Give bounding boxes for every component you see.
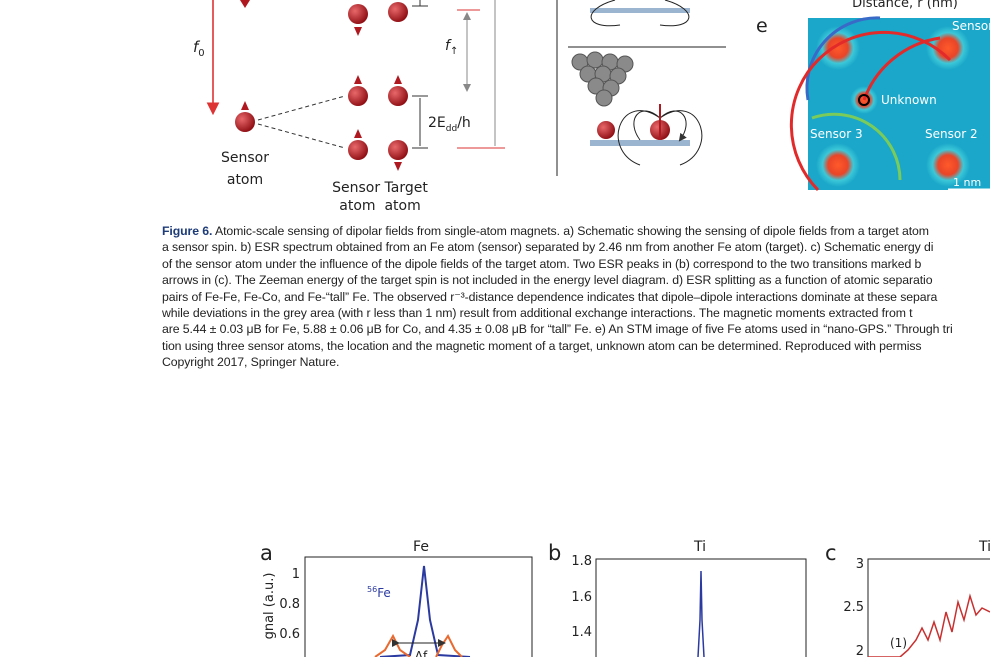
dipole-schematic <box>557 0 726 176</box>
axes <box>868 559 990 657</box>
caption-line: of the sensor atom under the influence o… <box>162 256 990 272</box>
atom-spin <box>354 129 362 138</box>
pair-label: Sensor Target <box>332 180 428 196</box>
y-tick-label: 1.4 <box>571 625 592 640</box>
caption-line: Figure 6. Atomic-scale sensing of dipola… <box>162 223 990 239</box>
caption-line: pairs of Fe-Fe, Fe-Co, and Fe-“tall” Fe.… <box>162 289 990 305</box>
delta-label: Δf <box>415 649 428 657</box>
page: Figure 6 page {"figure6": { "energy_diag… <box>0 0 990 657</box>
body: f0 2Edd/h f↑ Sensor atom <box>0 0 990 657</box>
atom <box>348 140 368 160</box>
substrate <box>590 140 690 146</box>
caption-text: Atomic-scale sensing of dipolar fields f… <box>215 224 929 238</box>
panel-title: Ti <box>978 539 990 555</box>
ti-spectrum <box>868 596 990 657</box>
caption-line: a sensor spin. b) ESR spectrum obtained … <box>162 239 990 255</box>
atom-spin <box>354 27 362 36</box>
caption-line: arrows in (c). The Zeeman energy of the … <box>162 272 990 288</box>
atom-spin <box>240 0 250 8</box>
ti-peak <box>698 571 704 657</box>
panel-a: a Fe 1 0.8 0.6 gnal (a.u.) 56Fe Δf <box>260 539 532 657</box>
atom <box>348 4 368 24</box>
y-tick-label: 1.6 <box>571 590 592 605</box>
transition-line <box>258 96 345 120</box>
panel-title: Ti <box>693 539 706 555</box>
atom <box>388 2 408 22</box>
panel-label: c <box>825 541 837 565</box>
sensor-label: Sensor 3 <box>810 127 863 141</box>
panel-label: e <box>756 15 768 37</box>
y-tick-label: 3 <box>856 557 864 572</box>
sensor-label: Sensor 2 <box>925 127 978 141</box>
y-tick-label: 0.8 <box>279 597 300 612</box>
caption-line: tion using three sensor atoms, the locat… <box>162 338 990 354</box>
y-tick-label: 1 <box>292 567 300 582</box>
panel-title: Fe <box>413 539 429 555</box>
panel-label: a <box>260 541 273 565</box>
atom-spin <box>354 75 362 84</box>
caption-lead: Figure 6. <box>162 224 212 238</box>
panel-b: b Ti 1.8 1.6 1.4 <box>548 539 806 657</box>
f0-sub: 0 <box>198 48 204 59</box>
splitting-rest: /h <box>457 115 471 131</box>
caption-line: Copyright 2017, Springer Nature. <box>162 354 990 370</box>
panel-e: e Distance, r (nm) Sensor 1 Unknown Sens… <box>756 0 990 190</box>
atom-spin <box>394 75 402 84</box>
panel-c: c Ti 3 2.5 2 (1) <box>825 539 990 657</box>
sensor-atom-label: atom <box>227 172 263 188</box>
axis-title: Distance, r (nm) <box>852 0 958 11</box>
splitting-label: 2Edd/h <box>428 115 471 134</box>
atom-spin <box>394 162 402 171</box>
y-tick-label: 1.8 <box>571 554 592 569</box>
splitting-base: 2E <box>428 115 446 131</box>
caption-line: while deviations in the grey area (with … <box>162 305 990 321</box>
sensor-label: Sensor 1 <box>952 19 990 33</box>
sensor-atom <box>597 121 615 139</box>
panel-label: b <box>548 541 561 565</box>
sensor-atom <box>235 112 255 132</box>
splitting-sub: dd <box>446 124 457 134</box>
atom <box>388 140 408 160</box>
f0-label: f0 <box>193 38 205 59</box>
sensor-atom-label: Sensor <box>221 150 269 166</box>
tip-cluster <box>572 52 633 106</box>
substrate <box>590 8 690 13</box>
pair-label: atom atom <box>339 198 420 214</box>
y-tick-label: 2 <box>856 644 864 657</box>
peak-label: (1) <box>890 636 907 650</box>
f-up-label: f↑ <box>445 38 458 57</box>
atom-spin <box>241 101 249 110</box>
isotope-element: Fe <box>377 586 391 600</box>
figure-caption: Figure 6. Atomic-scale sensing of dipola… <box>162 223 990 371</box>
atom <box>348 86 368 106</box>
atom <box>388 86 408 106</box>
isotope-label: 56Fe <box>367 585 391 600</box>
isotope-mass: 56 <box>367 585 377 594</box>
y-tick-label: 0.6 <box>279 627 300 642</box>
atom-dot <box>816 26 860 70</box>
transition-line <box>258 124 345 148</box>
atom-pairs <box>348 2 408 171</box>
unknown-label: Unknown <box>881 93 937 107</box>
f-up-sub: ↑ <box>450 46 458 57</box>
caption-line: are 5.44 ± 0.03 μB for Fe, 5.88 ± 0.06 μ… <box>162 321 990 337</box>
energy-diagram: f0 2Edd/h f↑ Sensor atom <box>193 0 505 214</box>
y-axis-title: gnal (a.u.) <box>262 573 277 640</box>
atom-dot <box>816 143 860 187</box>
scale-label: 1 nm <box>953 176 981 189</box>
y-tick-label: 2.5 <box>843 600 864 615</box>
